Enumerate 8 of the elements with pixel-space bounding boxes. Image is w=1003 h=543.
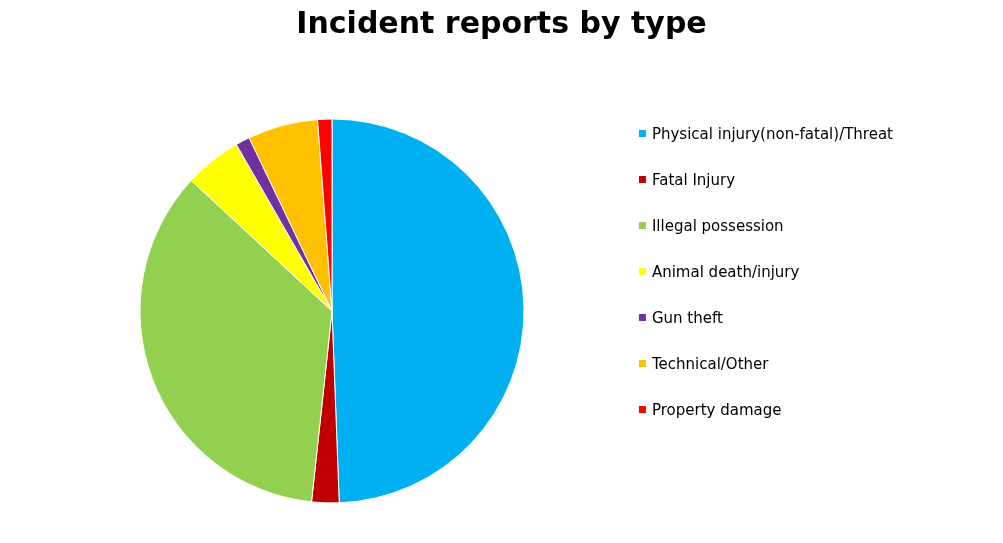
legend-label: Illegal possession	[651, 216, 784, 235]
legend-label: Technical/Other	[650, 354, 770, 373]
legend-label: Fatal Injury	[651, 170, 736, 189]
chart-title: Incident reports by type	[296, 4, 707, 40]
legend-label: Property damage	[651, 400, 782, 419]
legend-label: Gun theft	[651, 308, 723, 327]
legend-label: Animal death/injury	[651, 262, 800, 281]
legend-label: Physical injury(non-fatal)/Threat	[651, 124, 894, 143]
